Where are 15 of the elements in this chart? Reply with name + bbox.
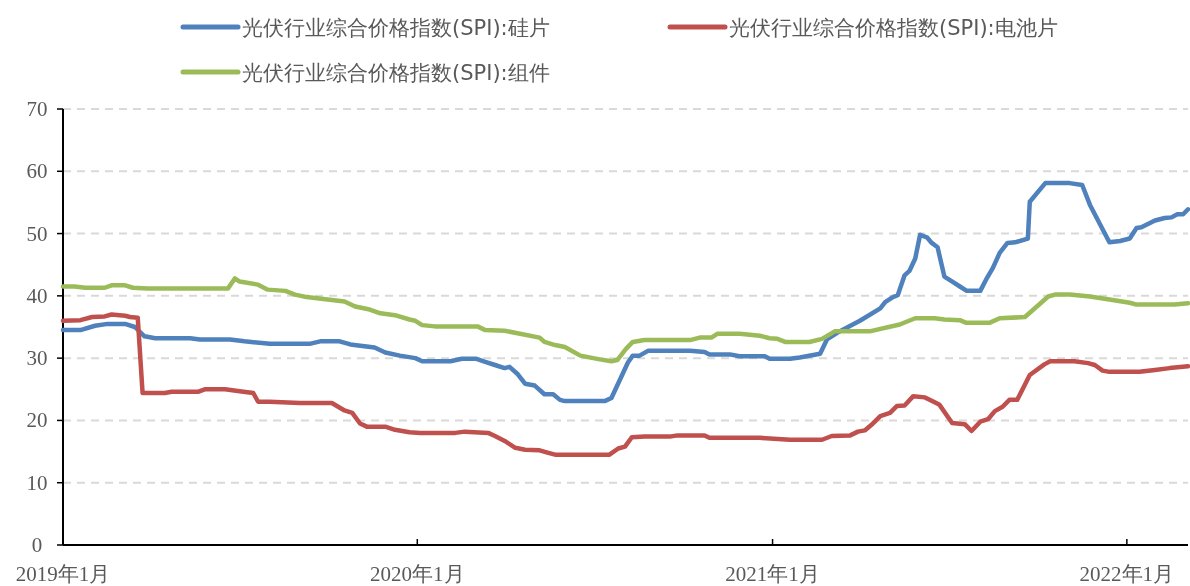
- y-tick-label: 70: [26, 97, 48, 121]
- y-tick-label: 30: [26, 346, 48, 371]
- legend-label: 光伏行业综合价格指数(SPI):组件: [242, 61, 550, 85]
- legend-label: 光伏行业综合价格指数(SPI):电池片: [729, 16, 1058, 40]
- y-tick-label: 0: [31, 533, 43, 557]
- y-tick-label: 50: [26, 221, 48, 246]
- x-tick-label: 2020年1月: [370, 562, 465, 586]
- x-tick-label: 2021年1月: [725, 562, 820, 586]
- y-tick-label: 60: [26, 159, 48, 184]
- y-tick-label: 10: [26, 470, 48, 495]
- y-tick-label: 40: [26, 283, 48, 308]
- legend-label: 光伏行业综合价格指数(SPI):硅片: [242, 16, 550, 40]
- y-tick-label: 20: [26, 408, 48, 433]
- x-tick-label: 2022年1月: [1079, 562, 1175, 586]
- x-tick-label: 2019年1月: [15, 562, 111, 586]
